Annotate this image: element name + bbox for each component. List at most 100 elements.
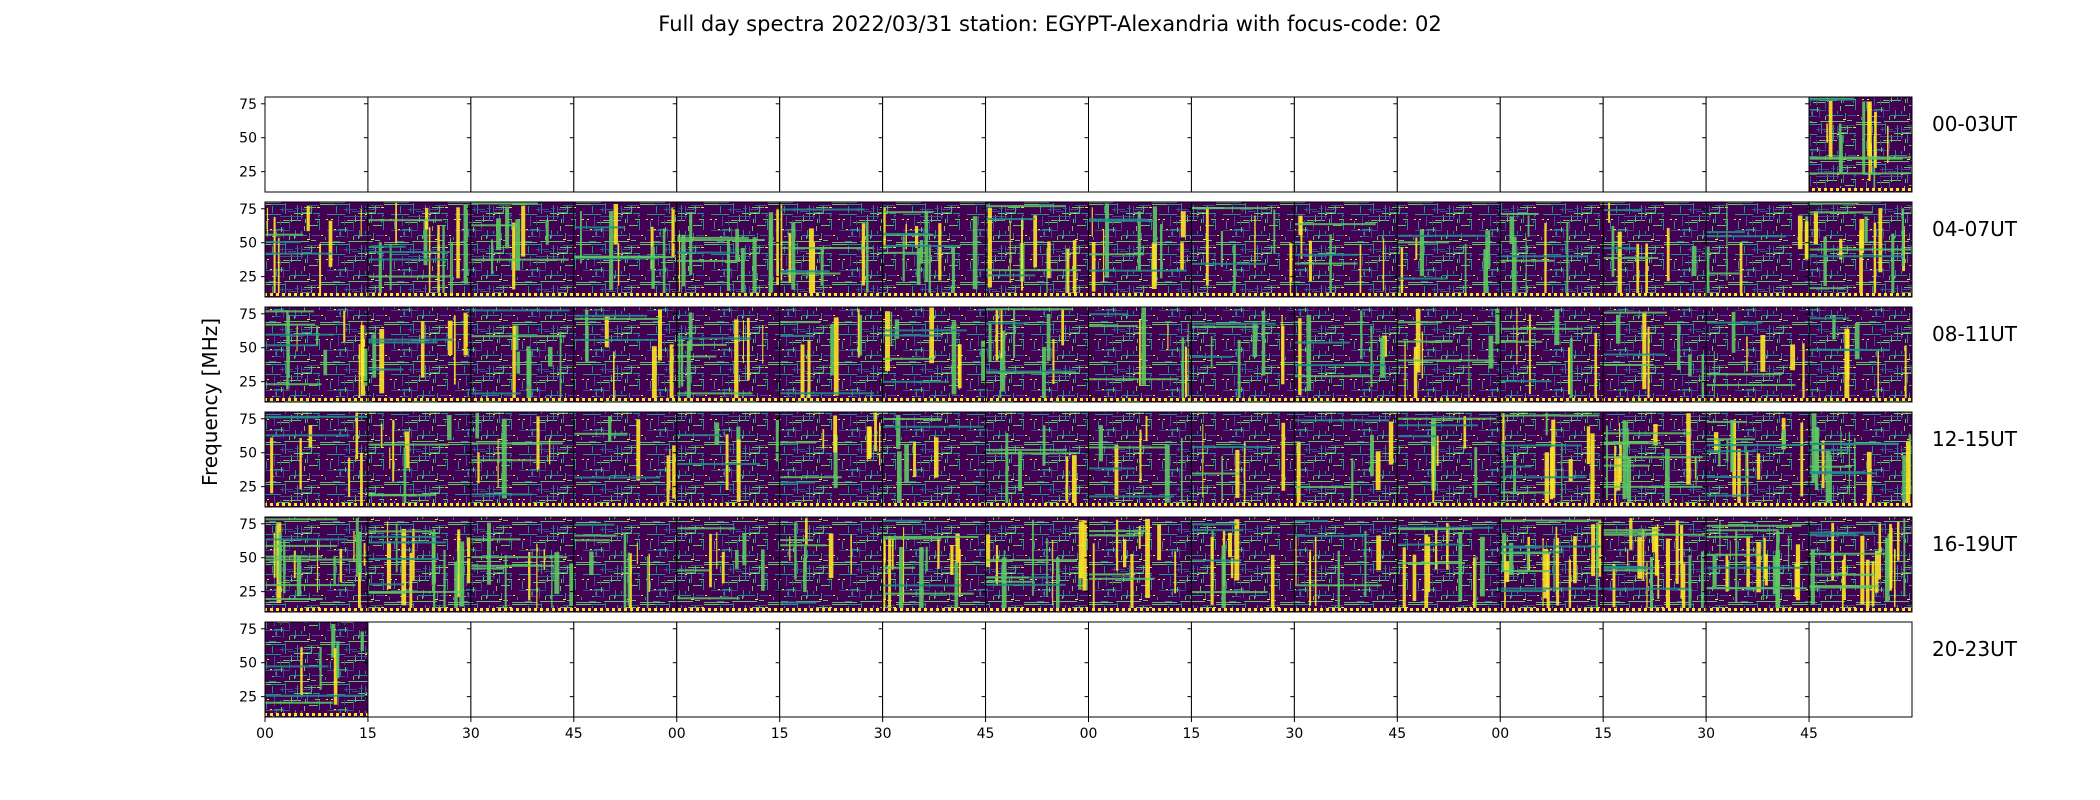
burst-streak — [389, 447, 391, 469]
burst-streak — [515, 219, 521, 271]
rfi-line — [265, 694, 368, 697]
burst-streak — [457, 529, 461, 598]
rfi-line — [265, 310, 314, 313]
rfi-line — [1397, 562, 1466, 565]
burst-streak — [1731, 311, 1736, 353]
spectrum-panel — [569, 201, 678, 298]
burst-streak — [1739, 242, 1743, 293]
spectrum-fill — [1397, 307, 1501, 402]
burst-streak — [1542, 538, 1544, 607]
rfi-line — [779, 334, 814, 337]
burst-streak — [1375, 451, 1381, 491]
calibration-band — [985, 398, 1089, 401]
spectrum-panel — [981, 96, 1089, 193]
rfi-line — [573, 226, 626, 229]
rfi-line — [1809, 531, 1875, 534]
burst-streak — [536, 543, 538, 608]
burst-streak — [878, 422, 881, 466]
burst-streak — [902, 527, 905, 602]
rfi-line — [367, 258, 446, 261]
rfi-line — [882, 425, 984, 428]
burst-streak — [1509, 216, 1515, 245]
burst-streak — [1370, 325, 1373, 388]
burst-streak — [888, 535, 892, 608]
spectrum-panel — [1393, 411, 1501, 508]
calibration-band — [573, 293, 677, 296]
burst-streak — [957, 344, 962, 389]
rfi-line — [1088, 219, 1154, 222]
calibration-band — [1397, 293, 1501, 296]
burst-streak — [1464, 243, 1467, 293]
y-tick-label: 75 — [239, 202, 257, 218]
rfi-line — [882, 535, 979, 538]
burst-streak — [1033, 215, 1038, 268]
burst-streak — [277, 237, 280, 293]
burst-streak — [833, 317, 839, 396]
spectrum-fill — [1706, 202, 1810, 297]
burst-streak — [1281, 422, 1286, 491]
spectrum-panel — [1187, 516, 1295, 613]
rfi-line — [1500, 465, 1532, 468]
rfi-line — [573, 476, 661, 479]
burst-streak — [828, 533, 834, 579]
burst-streak — [1894, 548, 1896, 608]
burst-streak — [617, 243, 620, 286]
burst-streak — [1874, 551, 1879, 593]
burst-streak — [669, 449, 671, 490]
y-tick-label: 75 — [239, 97, 257, 113]
burst-streak — [1243, 442, 1246, 503]
rfi-line — [265, 538, 348, 541]
burst-streak — [328, 220, 333, 267]
burst-streak — [904, 444, 909, 484]
rfi-line — [1191, 207, 1268, 210]
rfi-line — [676, 527, 736, 530]
rfi-line — [985, 218, 1035, 221]
rfi-line — [1809, 248, 1912, 251]
rfi-line — [1809, 465, 1852, 468]
y-tick-label: 75 — [239, 622, 257, 638]
burst-streak — [1854, 322, 1860, 360]
burst-streak — [747, 317, 750, 381]
burst-streak — [1826, 123, 1828, 143]
burst-streak — [1388, 421, 1394, 465]
burst-streak — [1871, 561, 1875, 607]
spectrum-fill — [265, 202, 368, 297]
burst-streak — [1474, 447, 1478, 498]
x-tick-label: 15 — [359, 726, 377, 742]
rfi-line — [1500, 340, 1543, 343]
row-time-label: 20-23UT — [1932, 637, 2018, 661]
rfi-line — [779, 392, 875, 395]
spectrum-panel — [1393, 516, 1501, 613]
burst-streak — [780, 205, 783, 281]
rfi-line — [882, 519, 924, 522]
burst-streak — [1167, 323, 1169, 350]
burst-streak — [1549, 447, 1554, 500]
calibration-band — [367, 398, 471, 401]
rfi-line — [1500, 545, 1601, 548]
spectrum-panel — [775, 621, 884, 718]
burst-streak — [709, 533, 712, 588]
burst-streak — [273, 532, 276, 578]
burst-streak — [646, 556, 649, 608]
burst-streak — [1570, 338, 1573, 398]
burst-streak — [275, 525, 277, 578]
burst-streak — [761, 549, 765, 591]
rfi-line — [1603, 257, 1659, 260]
burst-streak — [283, 540, 286, 594]
spectrum-fill — [1191, 307, 1295, 402]
burst-streak — [1000, 353, 1002, 398]
rfi-line — [1706, 535, 1754, 538]
rfi-line — [1706, 566, 1804, 569]
rfi-line — [265, 233, 304, 236]
calibration-band — [265, 713, 368, 716]
rfi-line — [882, 537, 942, 540]
burst-streak — [1115, 519, 1119, 571]
burst-streak — [807, 340, 811, 398]
burst-streak — [1764, 554, 1768, 586]
rfi-line — [1809, 471, 1866, 474]
burst-streak — [1046, 313, 1051, 362]
rfi-line — [985, 452, 1075, 455]
burst-streak — [1000, 308, 1003, 359]
rfi-line — [1397, 424, 1478, 427]
rfi-line — [573, 523, 615, 526]
